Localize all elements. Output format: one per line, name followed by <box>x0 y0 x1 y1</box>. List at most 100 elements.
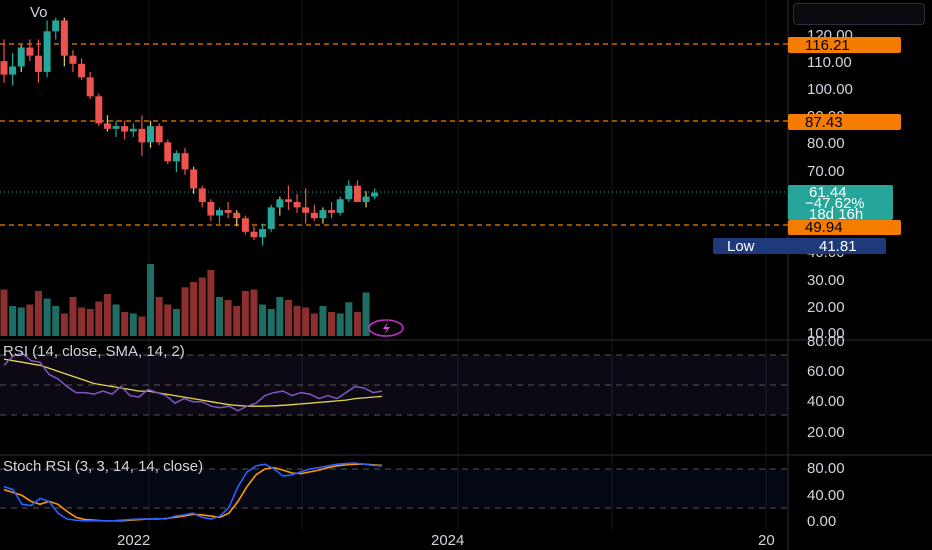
candle <box>353 180 361 202</box>
volume-bar <box>0 289 8 336</box>
candle-body <box>233 212 241 219</box>
candle <box>267 204 275 232</box>
candle <box>164 139 172 165</box>
volume-bar <box>233 306 241 336</box>
candle <box>112 120 120 137</box>
candle-body <box>17 47 25 67</box>
candle-body <box>293 201 301 208</box>
rsi-axis-label: 40.00 <box>807 393 845 410</box>
volume-bar <box>207 270 215 336</box>
candle-body <box>224 210 232 213</box>
candle <box>319 207 327 224</box>
volume-bar <box>43 298 51 336</box>
candle-body <box>362 196 370 202</box>
rsi-ma-line <box>3 358 383 407</box>
volume-bar <box>276 297 284 336</box>
volume-bar <box>112 304 120 336</box>
candle <box>216 207 223 224</box>
candle-body <box>52 20 60 32</box>
candle-body <box>147 126 155 143</box>
candle-body <box>276 199 284 208</box>
candle <box>181 147 189 175</box>
price-axis-label: 30.00 <box>807 272 845 289</box>
volume-bar <box>284 300 292 336</box>
candle-body <box>43 31 51 72</box>
candle-body <box>310 212 318 219</box>
candle <box>129 123 137 137</box>
candle <box>138 115 146 156</box>
current-change: −47.62% <box>805 195 865 212</box>
price-tag-49: 49.94 <box>788 219 901 236</box>
volume-bar <box>181 287 189 336</box>
candle <box>310 204 318 221</box>
stoch-k-line <box>3 462 383 522</box>
candle <box>9 52 17 86</box>
candle-body <box>181 153 189 170</box>
candle-body <box>284 199 292 202</box>
candle <box>17 44 25 72</box>
candle <box>26 39 34 62</box>
candle <box>224 201 232 219</box>
countdown: 18d 16h <box>809 206 863 223</box>
volume-bar <box>345 302 353 336</box>
volume-bar <box>69 297 77 336</box>
candle-body <box>69 55 77 64</box>
candle <box>0 39 8 83</box>
search-box[interactable] <box>793 3 925 25</box>
volume-bar <box>34 291 42 336</box>
time-label: 2022 <box>117 532 150 549</box>
candle <box>147 120 155 148</box>
volume-bar <box>172 309 180 336</box>
rsi-axis-label: 80.00 <box>807 333 845 350</box>
candle <box>345 180 353 202</box>
candle <box>69 50 77 72</box>
stoch-axis-label: 0.00 <box>807 513 836 530</box>
candle <box>172 150 180 173</box>
candle-body <box>328 210 336 213</box>
candle <box>207 199 215 221</box>
level-lines <box>0 43 788 226</box>
candle <box>302 188 310 224</box>
volume-bars <box>0 264 370 336</box>
candle-body <box>172 153 180 162</box>
volume-bar <box>138 316 146 336</box>
volume-bar <box>147 264 155 336</box>
candle-body <box>259 229 267 238</box>
time-axis: 2022 2024 20 <box>117 532 775 549</box>
candle <box>233 210 241 227</box>
price-axis-label: 100.00 <box>807 81 853 98</box>
candle-body <box>78 63 86 78</box>
price-axis-label: 10.00 <box>807 325 845 342</box>
candle-body <box>121 126 129 132</box>
candle-body <box>112 126 120 129</box>
candle <box>336 196 344 216</box>
candle-body <box>103 123 111 129</box>
candle-body <box>207 201 215 216</box>
candle-body <box>95 96 103 124</box>
low-marker: Low 41.81 <box>713 238 886 255</box>
candle <box>121 120 129 140</box>
candle <box>198 185 206 208</box>
volume-bar <box>362 292 370 336</box>
candle-body <box>336 199 344 213</box>
volume-bar <box>293 306 301 336</box>
candle-body <box>353 185 361 202</box>
candle-body <box>190 169 198 189</box>
volume-bar <box>9 306 17 336</box>
volume-bar <box>86 309 94 336</box>
rsi-line <box>3 352 383 412</box>
price-tag-87: 87.43 <box>788 114 901 131</box>
candle-body <box>319 210 327 219</box>
volume-bar <box>17 307 25 336</box>
volume-bar <box>155 297 163 336</box>
price-tag-text: 87.43 <box>805 114 843 131</box>
candle <box>241 215 249 235</box>
low-value: 41.81 <box>819 238 857 255</box>
candle <box>95 93 103 127</box>
volume-bar <box>259 304 267 336</box>
flash-icon[interactable] <box>368 319 404 337</box>
current-price: 61.44 <box>809 184 847 201</box>
candle <box>371 188 379 200</box>
volume-bar <box>310 313 318 336</box>
